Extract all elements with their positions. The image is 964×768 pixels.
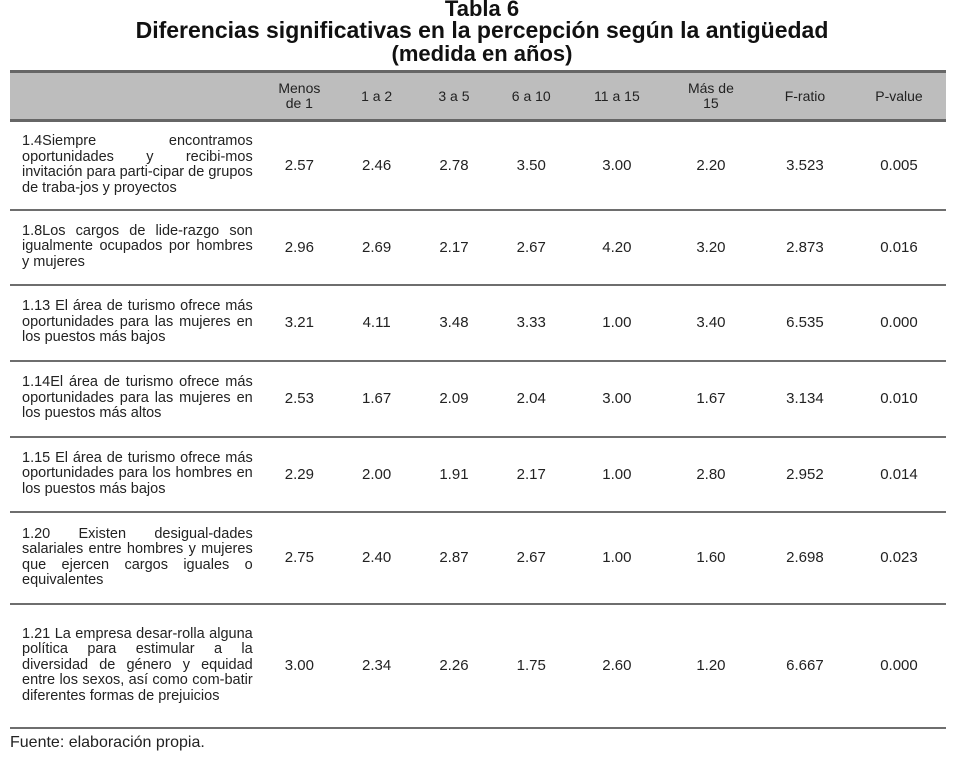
- table-number: Tabla 6: [444, 0, 520, 21]
- value-mas-de-15: 3.20: [663, 209, 758, 286]
- value-menos-de-1: 2.53: [260, 360, 338, 438]
- header-row: Menos de 1 1 a 2 3 a 5 6 a 10 11 a 15 Má…: [10, 70, 946, 122]
- item-label: 1.4Siempre encontramos oportunidades y r…: [10, 120, 261, 211]
- value-f-ratio: 3.523: [757, 120, 852, 211]
- value-1-a-2: 1.67: [338, 360, 416, 438]
- value-f-ratio: 2.952: [757, 436, 852, 513]
- header-3-a-5: 3 a 5: [415, 70, 493, 122]
- value-1-a-2: 2.00: [338, 436, 416, 513]
- value-11-a-15: 3.00: [569, 360, 664, 438]
- value-11-a-15: 3.00: [569, 120, 664, 211]
- table-row: 1.14El área de turismo ofrece más oportu…: [10, 360, 946, 438]
- header-11-a-15: 11 a 15: [569, 70, 664, 122]
- item-label: 1.14El área de turismo ofrece más oportu…: [10, 360, 261, 438]
- header-line: 15: [703, 95, 719, 111]
- header-p-value: P-value: [851, 70, 946, 122]
- header-f-ratio: F-ratio: [757, 70, 852, 122]
- value-1-a-2: 2.69: [338, 209, 416, 286]
- value-6-a-10: 2.67: [492, 511, 570, 605]
- source-note: Fuente: elaboración propia.: [10, 734, 205, 751]
- value-p-value: 0.014: [851, 436, 946, 513]
- item-label: 1.8Los cargos de lide-razgo son igualmen…: [10, 209, 261, 286]
- value-6-a-10: 1.75: [492, 603, 570, 729]
- value-menos-de-1: 3.21: [260, 284, 338, 362]
- value-mas-de-15: 3.40: [663, 284, 758, 362]
- value-mas-de-15: 1.60: [663, 511, 758, 605]
- table-row: 1.4Siempre encontramos oportunidades y r…: [10, 120, 946, 211]
- value-1-a-2: 2.46: [338, 120, 416, 211]
- table-row: 1.8Los cargos de lide-razgo son igualmen…: [10, 209, 946, 286]
- value-3-a-5: 3.48: [415, 284, 493, 362]
- value-6-a-10: 2.17: [492, 436, 570, 513]
- header-line: de 1: [285, 95, 313, 111]
- value-menos-de-1: 3.00: [260, 603, 338, 729]
- value-3-a-5: 1.91: [415, 436, 493, 513]
- value-f-ratio: 2.873: [757, 209, 852, 286]
- table-row: 1.13 El área de turismo ofrece más oport…: [10, 284, 946, 362]
- header-menos-de-1: Menos de 1: [260, 70, 338, 122]
- value-p-value: 0.000: [851, 284, 946, 362]
- value-f-ratio: 6.667: [757, 603, 852, 729]
- value-f-ratio: 3.134: [757, 360, 852, 438]
- value-11-a-15: 1.00: [569, 436, 664, 513]
- value-1-a-2: 2.34: [338, 603, 416, 729]
- value-f-ratio: 2.698: [757, 511, 852, 605]
- table-title: Diferencias significativas en la percepc…: [135, 17, 829, 43]
- table-caption: Tabla 6 Diferencias significativas en la…: [0, 0, 964, 65]
- value-f-ratio: 6.535: [757, 284, 852, 362]
- table-row: 1.20 Existen desigual-dades salariales e…: [10, 511, 946, 605]
- header-1-a-2: 1 a 2: [338, 70, 416, 122]
- value-11-a-15: 1.00: [569, 511, 664, 605]
- value-6-a-10: 2.67: [492, 209, 570, 286]
- value-6-a-10: 3.33: [492, 284, 570, 362]
- value-menos-de-1: 2.57: [260, 120, 338, 211]
- header-6-a-10: 6 a 10: [492, 70, 570, 122]
- value-menos-de-1: 2.96: [260, 209, 338, 286]
- table-row: 1.15 El área de turismo ofrece más oport…: [10, 436, 946, 513]
- value-6-a-10: 2.04: [492, 360, 570, 438]
- value-3-a-5: 2.09: [415, 360, 493, 438]
- table-row: 1.21 La empresa desar-rolla alguna polít…: [10, 603, 946, 729]
- value-11-a-15: 1.00: [569, 284, 664, 362]
- results-table: Menos de 1 1 a 2 3 a 5 6 a 10 11 a 15 Má…: [10, 70, 946, 729]
- value-11-a-15: 4.20: [569, 209, 664, 286]
- value-11-a-15: 2.60: [569, 603, 664, 729]
- value-3-a-5: 2.17: [415, 209, 493, 286]
- value-mas-de-15: 2.20: [663, 120, 758, 211]
- value-menos-de-1: 2.29: [260, 436, 338, 513]
- value-mas-de-15: 2.80: [663, 436, 758, 513]
- item-label: 1.13 El área de turismo ofrece más oport…: [10, 284, 261, 362]
- value-p-value: 0.000: [851, 603, 946, 729]
- header-line: Menos: [278, 80, 321, 96]
- value-mas-de-15: 1.20: [663, 603, 758, 729]
- value-p-value: 0.010: [851, 360, 946, 438]
- value-p-value: 0.016: [851, 209, 946, 286]
- item-label: 1.20 Existen desigual-dades salariales e…: [10, 511, 261, 605]
- value-3-a-5: 2.87: [415, 511, 493, 605]
- header-line: Más de: [687, 80, 734, 96]
- value-3-a-5: 2.26: [415, 603, 493, 729]
- value-p-value: 0.005: [851, 120, 946, 211]
- header-mas-de-15: Más de 15: [663, 70, 758, 122]
- table-subtitle: (medida en años): [391, 41, 573, 66]
- value-6-a-10: 3.50: [492, 120, 570, 211]
- value-1-a-2: 2.40: [338, 511, 416, 605]
- value-mas-de-15: 1.67: [663, 360, 758, 438]
- value-3-a-5: 2.78: [415, 120, 493, 211]
- value-menos-de-1: 2.75: [260, 511, 338, 605]
- value-1-a-2: 4.11: [338, 284, 416, 362]
- item-label: 1.21 La empresa desar-rolla alguna polít…: [10, 603, 261, 729]
- item-label: 1.15 El área de turismo ofrece más oport…: [10, 436, 261, 513]
- value-p-value: 0.023: [851, 511, 946, 605]
- header-item: [10, 70, 261, 122]
